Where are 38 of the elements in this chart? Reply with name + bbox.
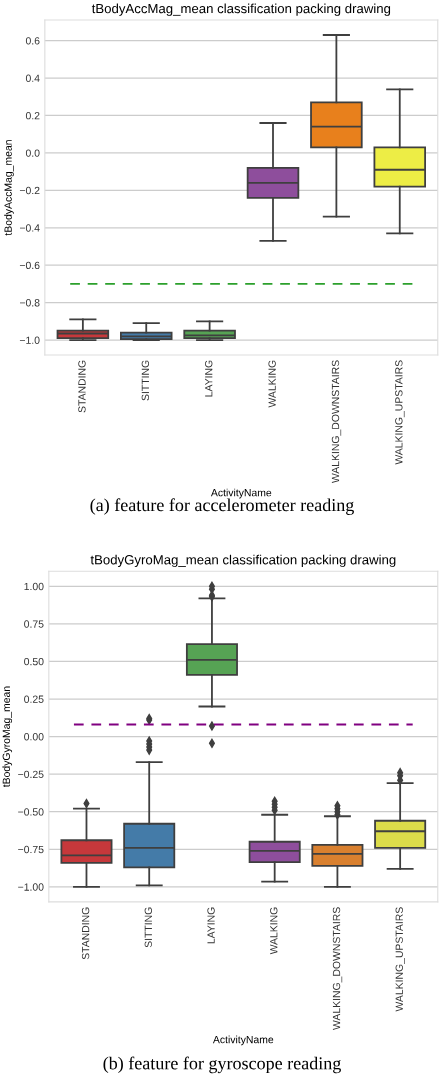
y-tick-label: 0.25 bbox=[24, 695, 44, 703]
x-tick-label: SITTING bbox=[141, 360, 150, 401]
x-tick-label: WALKING_UPSTAIRS bbox=[395, 907, 405, 1012]
y-tick-label: 0.6 bbox=[25, 37, 40, 45]
x-tick-label: WALKING_DOWNSTAIRS bbox=[332, 907, 343, 1030]
x-tick-label: WALKING bbox=[268, 360, 276, 408]
y-tick-label: −0.75 bbox=[18, 845, 44, 854]
y-tick-label: −0.6 bbox=[19, 261, 40, 270]
y-tick-label: −0.2 bbox=[19, 186, 40, 195]
x-tick-label: STANDING bbox=[81, 907, 90, 960]
y-tick-label: −0.25 bbox=[18, 770, 44, 779]
x-tick-label: SITTING bbox=[144, 907, 153, 948]
y-tick-label: −1.0 bbox=[19, 336, 40, 344]
x-tick-label: WALKING_UPSTAIRS bbox=[395, 360, 405, 465]
text: (b) feature for gyroscope reading bbox=[103, 1056, 341, 1074]
y-axis-title: tBodyGyroMag_mean bbox=[2, 686, 13, 788]
x-axis-title: ActivityName bbox=[212, 1035, 274, 1046]
y-tick-label: 0.2 bbox=[25, 111, 40, 120]
x-tick-label: WALKING_DOWNSTAIRS bbox=[331, 360, 342, 484]
y-axis-title: tBodyAccMag_mean bbox=[4, 140, 14, 236]
y-tick-label: 0.75 bbox=[24, 620, 44, 628]
y-tick-label: 0.0 bbox=[25, 149, 40, 157]
x-tick-label: LAYING bbox=[207, 907, 215, 944]
y-tick-label: −0.8 bbox=[19, 299, 40, 307]
text: (a) feature for accelerometer reading bbox=[90, 498, 354, 515]
y-tick-label: 1.00 bbox=[24, 582, 44, 591]
x-tick-label: WALKING bbox=[270, 907, 278, 955]
y-tick-label: −0.4 bbox=[19, 224, 40, 232]
x-axis-title: ActivityName bbox=[210, 488, 272, 499]
y-tick-label: −1.00 bbox=[18, 883, 44, 891]
x-tick-label: STANDING bbox=[78, 360, 86, 413]
y-tick-label: −0.50 bbox=[18, 808, 44, 816]
chart-title: tBodyGyroMag_mean classification packing drawing bbox=[90, 554, 396, 568]
chart-title: tBodyAccMag_mean classification packing drawing bbox=[91, 3, 391, 16]
y-tick-label: 0.50 bbox=[24, 657, 44, 666]
y-tick-label: 0.00 bbox=[24, 733, 44, 741]
x-tick-label: LAYING bbox=[205, 360, 213, 397]
y-tick-label: 0.4 bbox=[25, 74, 40, 82]
